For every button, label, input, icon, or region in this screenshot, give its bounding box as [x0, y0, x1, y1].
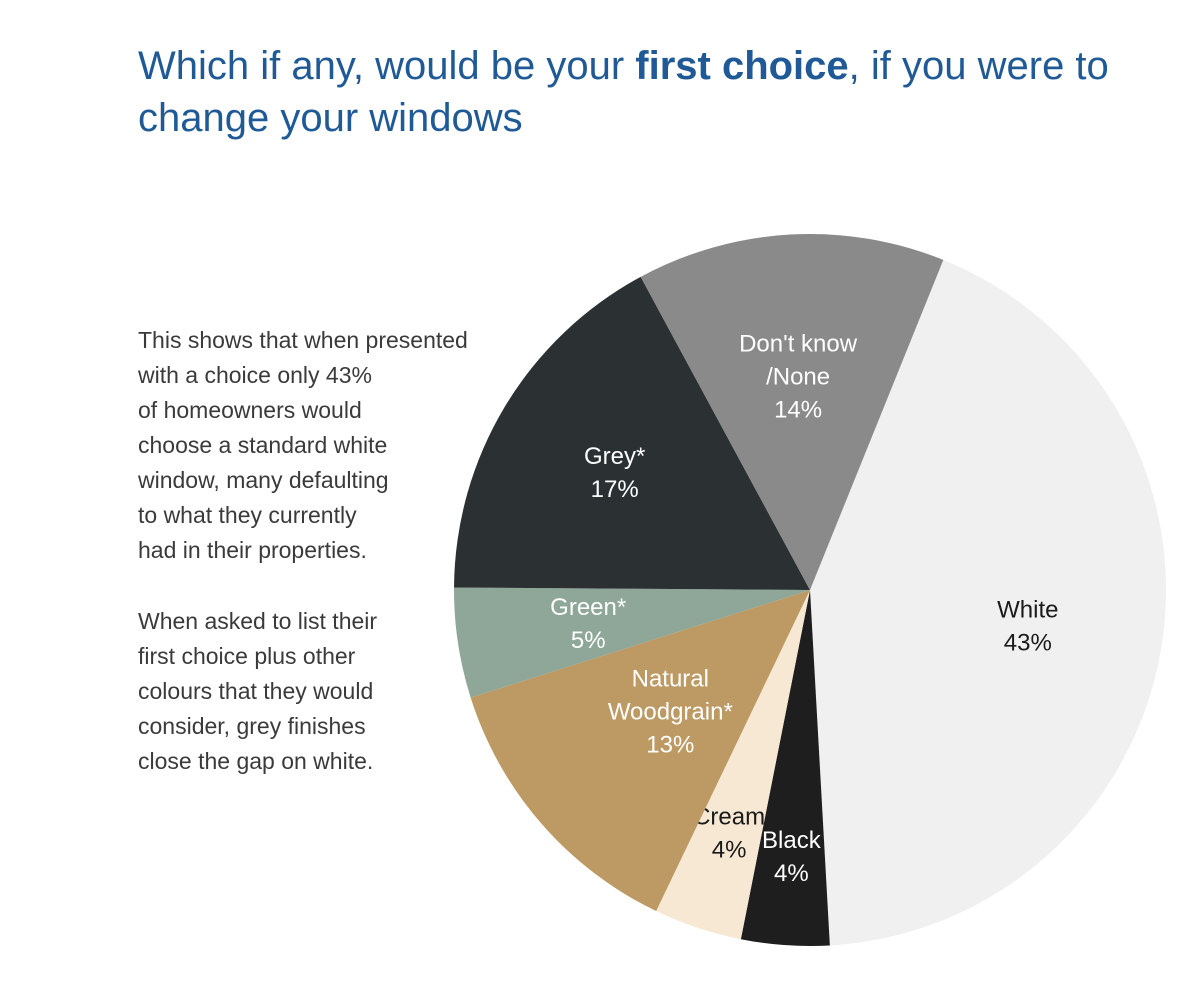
paragraph-line: colours that they would	[138, 678, 374, 704]
slice-label-line: 13%	[646, 731, 694, 758]
slice-label-don-t-know-none: Don't know/None 14%	[739, 331, 858, 424]
slice-label-line: /None	[766, 364, 830, 391]
title-part-1: Which if any, would be your	[138, 44, 636, 88]
pie-slice-white	[810, 259, 1166, 946]
slice-label-green: Green* 5%	[550, 594, 626, 654]
pie-slice-cream	[656, 590, 810, 940]
slice-label-line: Woodgrain*	[608, 698, 733, 725]
paragraph-line: window, many defaulting	[138, 467, 389, 493]
explanation-paragraph-2: When asked to list their first choice pl…	[138, 604, 518, 779]
pie-slice-black	[740, 590, 830, 946]
slice-label-line: Don't know	[739, 331, 858, 358]
chart-title: Which if any, would be your first choice…	[138, 40, 1158, 144]
title-part-2: , if you were to change your windows	[138, 44, 1109, 140]
paragraph-line: first choice plus other	[138, 643, 356, 669]
title-bold-part: first choice	[635, 44, 849, 88]
paragraph-line: choose a standard white	[138, 432, 388, 458]
pie-slice-grey	[454, 276, 810, 590]
paragraph-line: with a choice only 43%	[138, 362, 372, 388]
paragraph-line: to what they currently	[138, 502, 357, 528]
paragraph-line: consider, grey finishes	[138, 713, 366, 739]
slice-label-line: Green*	[550, 594, 626, 621]
paragraph-line: This shows that when presented	[138, 327, 468, 353]
explanation-paragraph-1: This shows that when presented with a ch…	[138, 323, 518, 568]
slice-label-line: White	[997, 597, 1058, 624]
slice-label-line: Black	[762, 827, 822, 854]
paragraph-line: of homeowners would	[138, 397, 362, 423]
slice-label-black: Black 4%	[762, 827, 822, 887]
slice-label-line: Grey*	[584, 443, 645, 470]
pie-slice-green	[454, 587, 810, 698]
paragraph-line: close the gap on white.	[138, 748, 374, 774]
slice-label-natural-woodgrain: Natural Woodgrain* 13%	[608, 665, 733, 758]
slice-label-line: 4%	[774, 860, 809, 887]
paragraph-line: When asked to list their	[138, 608, 378, 634]
slice-label-line: 43%	[1004, 630, 1052, 657]
slice-label-grey: Grey* 17%	[584, 443, 645, 503]
pie-slice-natural-woodgrain	[470, 590, 810, 912]
slice-label-line: 5%	[571, 627, 606, 654]
pie-slice-don-t-know-none	[640, 234, 944, 590]
slice-label-line: 14%	[774, 397, 822, 424]
slice-label-white: White 43%	[997, 597, 1058, 657]
slice-label-line: Natural	[632, 665, 709, 692]
slice-label-line: 4%	[712, 837, 747, 864]
slice-label-line: 17%	[591, 476, 639, 503]
paragraph-line: had in their properties.	[138, 537, 367, 563]
